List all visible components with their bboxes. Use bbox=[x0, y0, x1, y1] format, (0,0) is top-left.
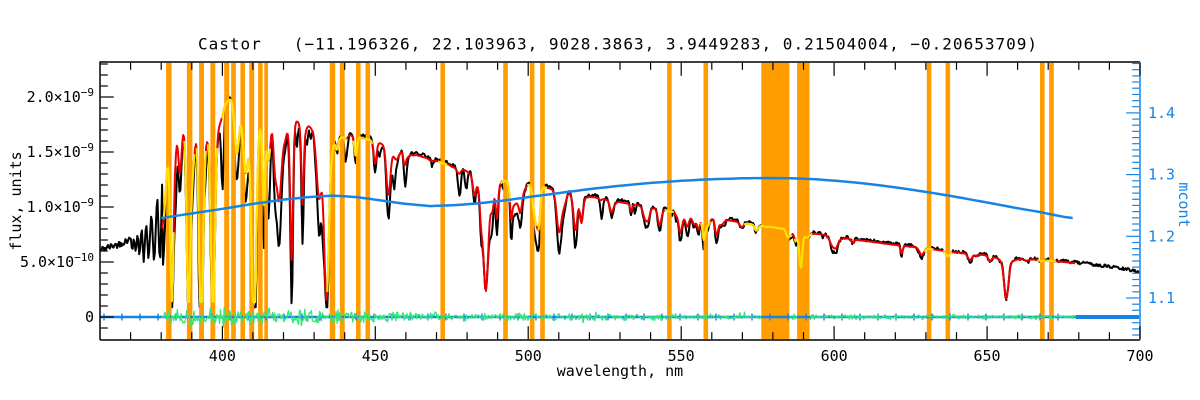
mask-band bbox=[365, 62, 371, 340]
mask-band bbox=[224, 62, 230, 340]
x-tick-labels: 400 450 500 550 600 650 700 bbox=[209, 347, 1154, 365]
svg-text:5.0×10−10: 5.0×10−10 bbox=[20, 251, 94, 271]
mask-band bbox=[329, 62, 336, 340]
mask-band bbox=[186, 62, 193, 340]
svg-text:450: 450 bbox=[362, 347, 389, 365]
axis-frame bbox=[99, 61, 1141, 341]
svg-text:1.5×10−9: 1.5×10−9 bbox=[27, 141, 94, 161]
svg-text:600: 600 bbox=[821, 347, 848, 365]
svg-text:0: 0 bbox=[85, 308, 94, 326]
mask-band bbox=[1040, 62, 1045, 340]
flux-tick-labels: 0 5.0×10−10 1.0×10−9 1.5×10−9 2.0×10−9 bbox=[20, 86, 94, 326]
mask-band bbox=[926, 62, 932, 340]
mask-band bbox=[667, 62, 672, 340]
mask-band bbox=[797, 62, 810, 340]
mask-band bbox=[761, 62, 790, 340]
axis-ticks bbox=[100, 62, 1141, 340]
svg-text:1.3: 1.3 bbox=[1148, 166, 1175, 184]
mask-band bbox=[1049, 62, 1054, 340]
svg-text:2.0×10−9: 2.0×10−9 bbox=[27, 86, 94, 106]
mask-band bbox=[240, 62, 245, 340]
mask-band bbox=[258, 62, 263, 340]
svg-text:1.2: 1.2 bbox=[1148, 227, 1175, 245]
svg-text:500: 500 bbox=[515, 347, 542, 365]
svg-text:400: 400 bbox=[209, 347, 236, 365]
svg-text:1.1: 1.1 bbox=[1148, 289, 1175, 307]
mask-band bbox=[199, 62, 204, 340]
svg-text:650: 650 bbox=[974, 347, 1001, 365]
plot-title: Castor (−11.196326, 22.103963, 9028.3863… bbox=[198, 34, 1038, 54]
wavelength-axis-label: wavelength, nm bbox=[556, 362, 684, 380]
mask-band bbox=[703, 62, 709, 340]
mask-band bbox=[440, 62, 445, 340]
mask-band bbox=[540, 62, 545, 340]
mcont-curve bbox=[161, 176, 1073, 220]
svg-text:1.0×10−9: 1.0×10−9 bbox=[27, 196, 94, 216]
mcont-tick-labels: 1.1 1.2 1.3 1.4 bbox=[1148, 104, 1175, 307]
mask-band bbox=[231, 62, 236, 340]
residual-line bbox=[161, 307, 1076, 328]
mask-band bbox=[356, 62, 361, 340]
svg-text:700: 700 bbox=[1126, 347, 1153, 365]
mask-band bbox=[945, 62, 951, 340]
svg-text:1.4: 1.4 bbox=[1148, 104, 1175, 122]
mask-band bbox=[339, 62, 345, 340]
svg-text:550: 550 bbox=[668, 347, 695, 365]
mask-band bbox=[210, 62, 216, 340]
masked-model-line bbox=[162, 98, 1057, 304]
model-spectrum-line bbox=[161, 98, 1076, 304]
mask-band bbox=[249, 62, 255, 340]
